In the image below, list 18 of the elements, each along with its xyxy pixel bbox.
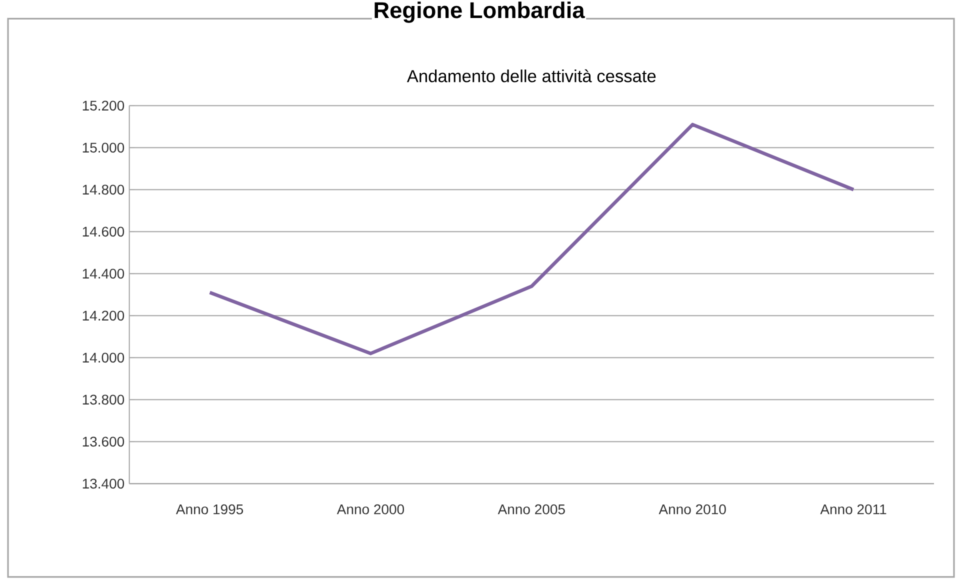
y-tick-label: 15.200 [82,100,124,111]
y-tick-label: 13.600 [82,436,124,447]
y-tick-label: 13.400 [82,478,124,489]
chart-title: Regione Lombardia [374,2,585,23]
x-tick-label: Anno 2011 [820,504,886,514]
y-tick-label: 14.800 [82,184,124,195]
x-tick-label: Anno 2000 [336,504,404,514]
y-tick-label: 14.000 [82,352,124,363]
y-tick-label: 14.200 [82,310,124,321]
line-series [208,122,856,356]
y-tick-label: 14.600 [82,226,124,237]
chart-subtitle: Andamento delle attività cessate [406,69,656,82]
y-tick-label: 14.400 [82,268,124,279]
y-tick-label: 13.800 [82,394,124,405]
x-tick-label: Anno 1995 [176,504,244,514]
x-tick-label: Anno 2005 [498,504,565,514]
y-tick-label: 15.000 [82,142,124,153]
x-tick-label: Anno 2010 [658,504,726,514]
